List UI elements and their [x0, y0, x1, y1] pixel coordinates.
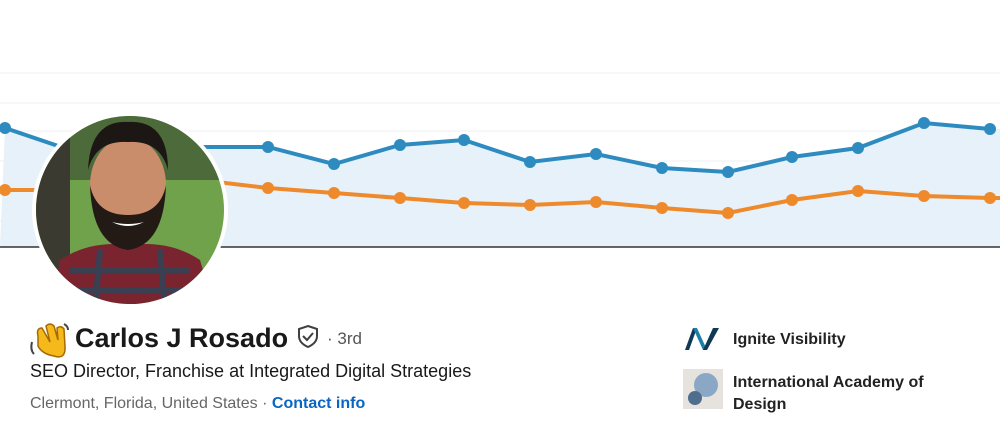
wave-emoji: [30, 323, 69, 358]
company-line: International Academy of: [733, 374, 924, 391]
ignite-logo: [685, 328, 719, 350]
separator: ·: [262, 395, 268, 412]
company[interactable]: Ignite Visibility: [733, 331, 846, 348]
location-text: Clermont, Florida, United States: [30, 395, 258, 412]
verified-badge: [298, 324, 318, 349]
location: Clermont, Florida, United States · Conta…: [30, 395, 365, 413]
avatar[interactable]: [30, 110, 230, 310]
company-line: Design: [733, 396, 787, 413]
name: Carlos J Rosado: [75, 323, 289, 353]
iad-logo: [683, 369, 723, 409]
degree: · 3rd: [327, 329, 362, 348]
company[interactable]: International Academy of Design: [733, 372, 924, 416]
contact-link[interactable]: Contact info: [271, 395, 366, 412]
headline: SEO Director, Franchise at Integrated Di…: [30, 361, 472, 381]
